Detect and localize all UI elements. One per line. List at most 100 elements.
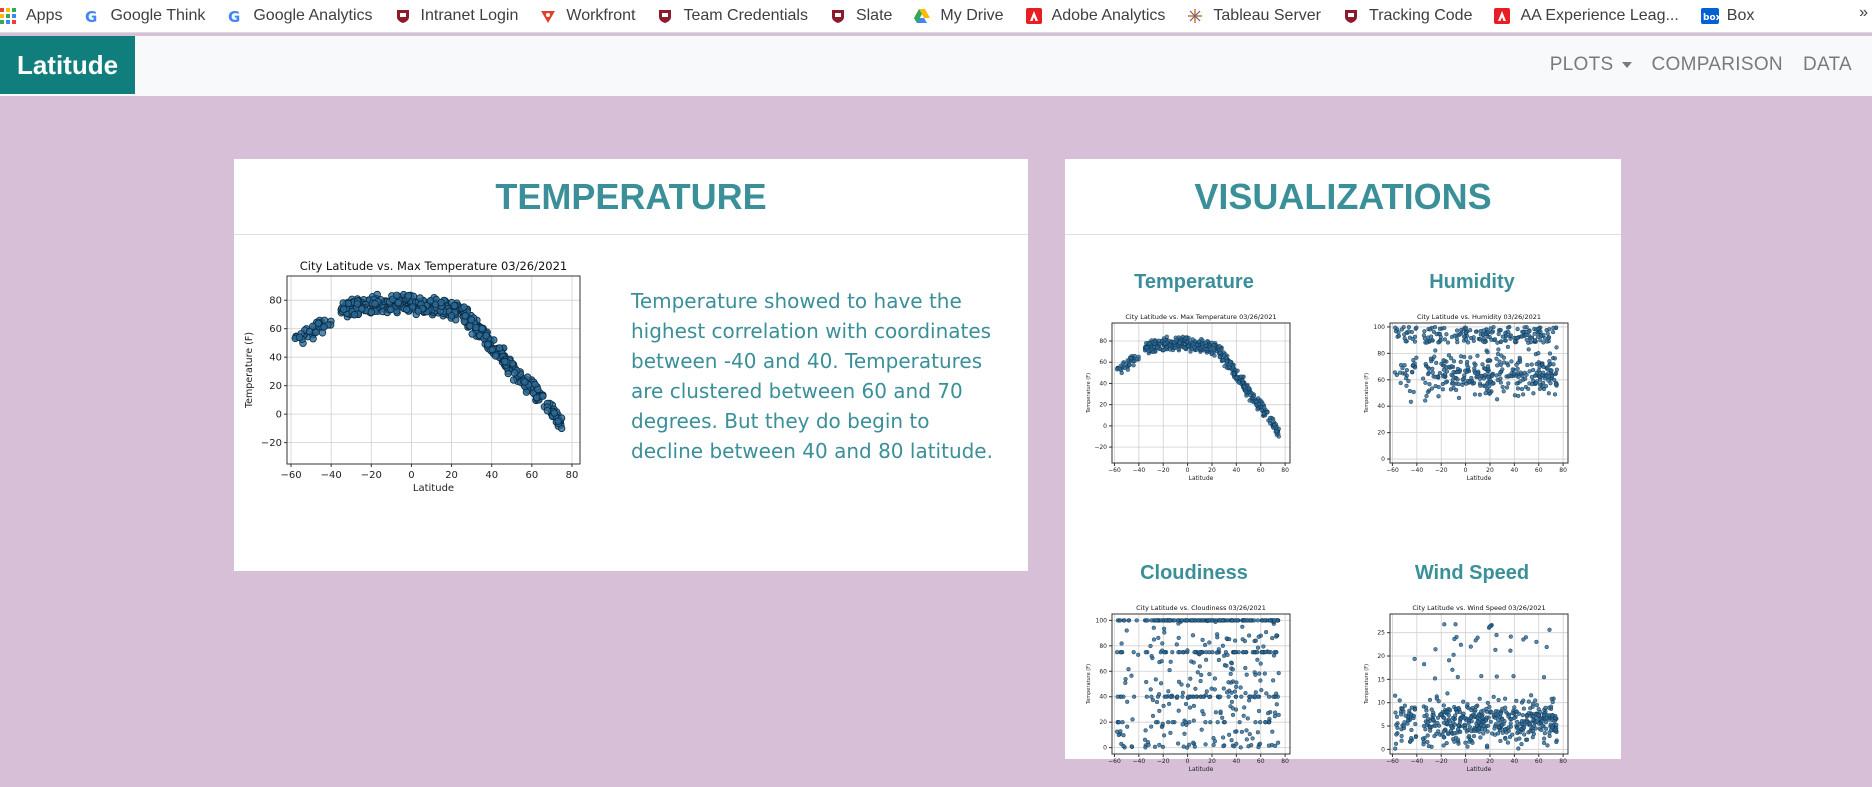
data-point <box>1124 628 1129 633</box>
data-point <box>1146 742 1151 747</box>
bookmark-slate[interactable]: Slate <box>830 6 892 26</box>
data-point <box>1493 647 1498 652</box>
bookmark-my-drive[interactable]: My Drive <box>914 6 1004 26</box>
viz-cloudiness-link[interactable]: Cloudiness <box>1140 562 1248 584</box>
bookmark-aa-experience-leag[interactable]: AA Experience Leag... <box>1494 6 1679 26</box>
data-point <box>1542 713 1547 718</box>
bookmark-box[interactable]: box Box <box>1700 6 1754 26</box>
data-point <box>1520 712 1525 718</box>
data-point <box>1167 618 1172 623</box>
viz-cloudiness-plot[interactable]: −60 −40 −20 0 20 40 60 80 0 20 40 60 80 100 City Latit… <box>1082 597 1302 787</box>
data-point <box>1184 618 1189 623</box>
data-point <box>1443 380 1448 385</box>
data-point <box>1540 718 1545 723</box>
bookmark-tableau-server[interactable]: Tableau Server <box>1187 6 1321 26</box>
data-point <box>1399 733 1404 739</box>
y-tick-label: 25 <box>1377 630 1385 637</box>
bookmark-label: Google Analytics <box>253 7 373 24</box>
data-point <box>1126 667 1131 672</box>
data-point <box>1256 708 1262 714</box>
data-point <box>472 323 480 332</box>
data-point <box>312 328 320 336</box>
data-point <box>1246 744 1251 749</box>
data-point <box>1116 732 1121 738</box>
data-point <box>1221 358 1226 363</box>
data-point <box>1551 325 1556 330</box>
data-point <box>1506 363 1511 368</box>
data-point <box>1519 718 1524 724</box>
bookmark-label: Adobe Analytics <box>1051 7 1166 24</box>
x-tick-label: 60 <box>1535 467 1543 474</box>
data-point <box>1393 746 1398 751</box>
y-tick-label: −20 <box>261 438 282 449</box>
data-point <box>1180 722 1185 727</box>
viz-humidity-plot[interactable]: −60 −40 −20 0 20 40 60 80 0 20 40 60 80 100 City Latit… <box>1360 306 1580 496</box>
data-point <box>371 300 379 308</box>
data-point <box>1463 330 1469 335</box>
data-point <box>1255 618 1260 623</box>
data-point <box>1506 373 1512 378</box>
data-point <box>1458 716 1464 721</box>
data-point <box>1524 372 1529 377</box>
data-point <box>1482 383 1488 389</box>
viz-humidity-link[interactable]: Humidity <box>1429 271 1515 293</box>
x-tick-label: 0 <box>1186 467 1190 474</box>
data-point <box>1515 386 1521 391</box>
data-point <box>1494 674 1499 679</box>
nav-data-link[interactable]: DATA <box>1802 54 1852 75</box>
data-point <box>1427 382 1432 387</box>
data-point <box>1452 713 1458 718</box>
bookmark-apps[interactable]: Apps <box>0 6 62 26</box>
data-point <box>1481 328 1486 333</box>
viz-wind-speed-link[interactable]: Wind Speed <box>1414 562 1530 584</box>
bookmark-label: Slate <box>855 7 893 24</box>
data-point <box>1193 686 1198 691</box>
bookmark-workfront[interactable]: Workfront <box>540 6 635 26</box>
data-point <box>1175 694 1180 699</box>
data-point <box>1151 625 1156 630</box>
data-point <box>1220 715 1225 720</box>
brand-logo[interactable]: Latitude <box>0 36 135 94</box>
x-tick-label: −20 <box>361 470 382 481</box>
viz-temperature-link[interactable]: Temperature <box>1134 271 1254 293</box>
nav-comparison-link[interactable]: COMPARISON <box>1651 54 1783 75</box>
bookmark-adobe-analytics[interactable]: Adobe Analytics <box>1025 6 1166 26</box>
data-point <box>1225 652 1230 657</box>
data-point <box>1153 677 1158 682</box>
data-point <box>1453 622 1458 627</box>
data-point <box>1550 725 1555 730</box>
bookmarks-overflow-button[interactable]: » <box>1859 4 1868 21</box>
data-point <box>1541 675 1547 680</box>
data-point <box>1413 721 1418 727</box>
bookmark-intranet-login[interactable]: Intranet Login <box>395 6 518 26</box>
data-point <box>1224 663 1229 668</box>
data-point <box>1422 329 1427 334</box>
x-tick-label: 0 <box>1186 758 1190 765</box>
data-point <box>1540 723 1545 728</box>
data-point <box>416 294 424 302</box>
viz-temperature-plot[interactable]: −60 −40 −20 0 20 40 60 80 −20 0 20 40 60 80 City Latit… <box>1082 306 1302 496</box>
data-point <box>1239 694 1244 699</box>
bookmark-team-credentials[interactable]: Team Credentials <box>657 6 808 26</box>
bookmark-google-think[interactable]: G Google Think <box>84 6 205 26</box>
data-point <box>1495 397 1500 402</box>
data-point <box>1403 713 1408 718</box>
data-point <box>1125 699 1130 704</box>
data-point <box>1122 618 1127 623</box>
data-point <box>1547 351 1553 356</box>
x-tick-label: 80 <box>566 470 579 481</box>
data-point <box>1525 737 1530 742</box>
bookmark-tracking-code[interactable]: Tracking Code <box>1343 6 1472 26</box>
data-point <box>1245 716 1250 721</box>
data-point <box>1163 341 1168 346</box>
data-point <box>543 406 552 415</box>
data-point <box>1117 618 1123 623</box>
google-icon: G <box>84 8 100 26</box>
data-point <box>1449 725 1455 730</box>
data-point <box>1217 354 1222 359</box>
x-tick-label: −20 <box>1435 758 1448 765</box>
bookmark-google-analytics[interactable]: G Google Analytics <box>227 6 372 26</box>
viz-wind-speed-plot[interactable]: −60 −40 −20 0 20 40 60 80 0 5 10 15 20 25 City Latitud… <box>1360 597 1580 787</box>
nav-plots-dropdown[interactable]: PLOTS <box>1550 54 1632 76</box>
data-point <box>1174 338 1179 343</box>
